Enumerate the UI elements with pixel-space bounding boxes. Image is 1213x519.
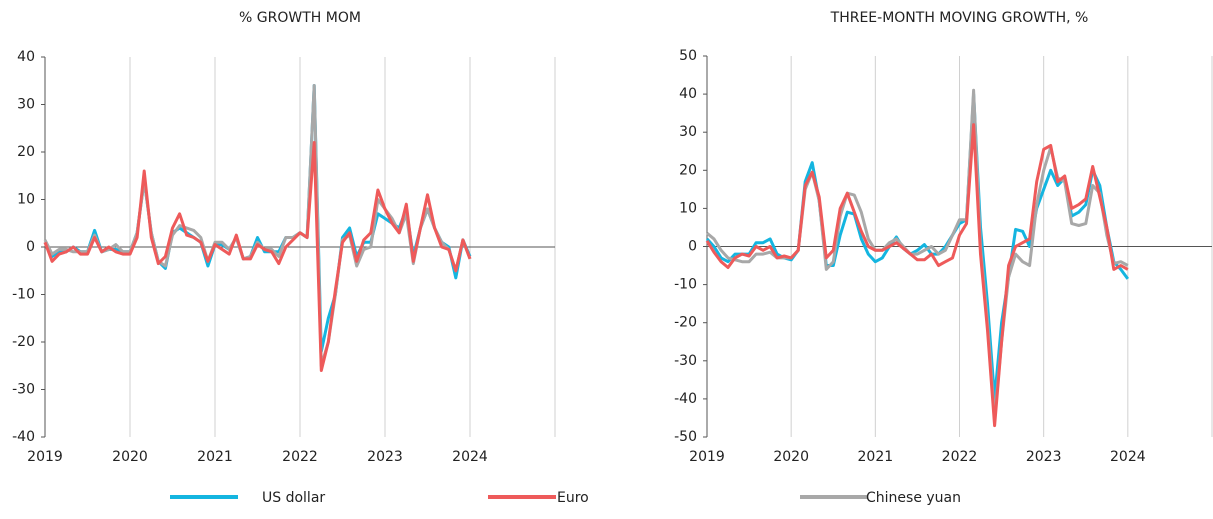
- y-tick-label: -20: [12, 334, 35, 350]
- series-line: [43, 84, 472, 368]
- y-tick-label: 0: [688, 239, 697, 255]
- y-tick-label: 40: [17, 49, 35, 65]
- x-tick-label: 2019: [27, 449, 63, 465]
- y-tick-label: -50: [674, 429, 697, 445]
- x-tick-label: 2022: [942, 449, 978, 465]
- x-tick-label: 2020: [773, 449, 809, 465]
- y-tick-label: 30: [17, 97, 35, 113]
- x-tick-label: 2024: [1110, 449, 1146, 465]
- chart-title: THREE-MONTH MOVING GROWTH, %: [830, 10, 1089, 26]
- x-tick-label: 2021: [197, 449, 233, 465]
- x-tick-label: 2019: [689, 449, 725, 465]
- chart-title: % GROWTH MOM: [239, 10, 361, 26]
- y-tick-label: -40: [12, 429, 35, 445]
- y-tick-label: -30: [674, 353, 697, 369]
- series-line: [705, 123, 1129, 428]
- x-tick-label: 2021: [858, 449, 894, 465]
- y-tick-label: 20: [17, 144, 35, 160]
- y-tick-label: -40: [674, 391, 697, 407]
- y-tick-label: 20: [679, 162, 697, 178]
- y-tick-label: 10: [679, 200, 697, 216]
- legend-label: US dollar: [262, 490, 325, 506]
- y-tick-label: -10: [674, 277, 697, 293]
- series-line: [706, 88, 1129, 420]
- series-line: [705, 92, 1130, 401]
- x-tick-label: 2022: [282, 449, 318, 465]
- y-tick-label: 0: [26, 239, 35, 255]
- legend-label: Chinese yuan: [866, 490, 961, 506]
- x-tick-label: 2023: [367, 449, 403, 465]
- y-tick-label: 30: [679, 124, 697, 140]
- y-tick-label: 40: [679, 86, 697, 102]
- x-tick-label: 2020: [112, 449, 148, 465]
- legend-label: Euro: [557, 490, 589, 506]
- y-tick-label: 50: [679, 48, 697, 64]
- x-tick-label: 2023: [1026, 449, 1062, 465]
- series-line: [43, 141, 472, 372]
- y-tick-label: 10: [17, 192, 35, 208]
- y-tick-label: -30: [12, 382, 35, 398]
- y-tick-label: -10: [12, 287, 35, 303]
- y-tick-label: -20: [674, 315, 697, 331]
- x-tick-label: 2024: [452, 449, 488, 465]
